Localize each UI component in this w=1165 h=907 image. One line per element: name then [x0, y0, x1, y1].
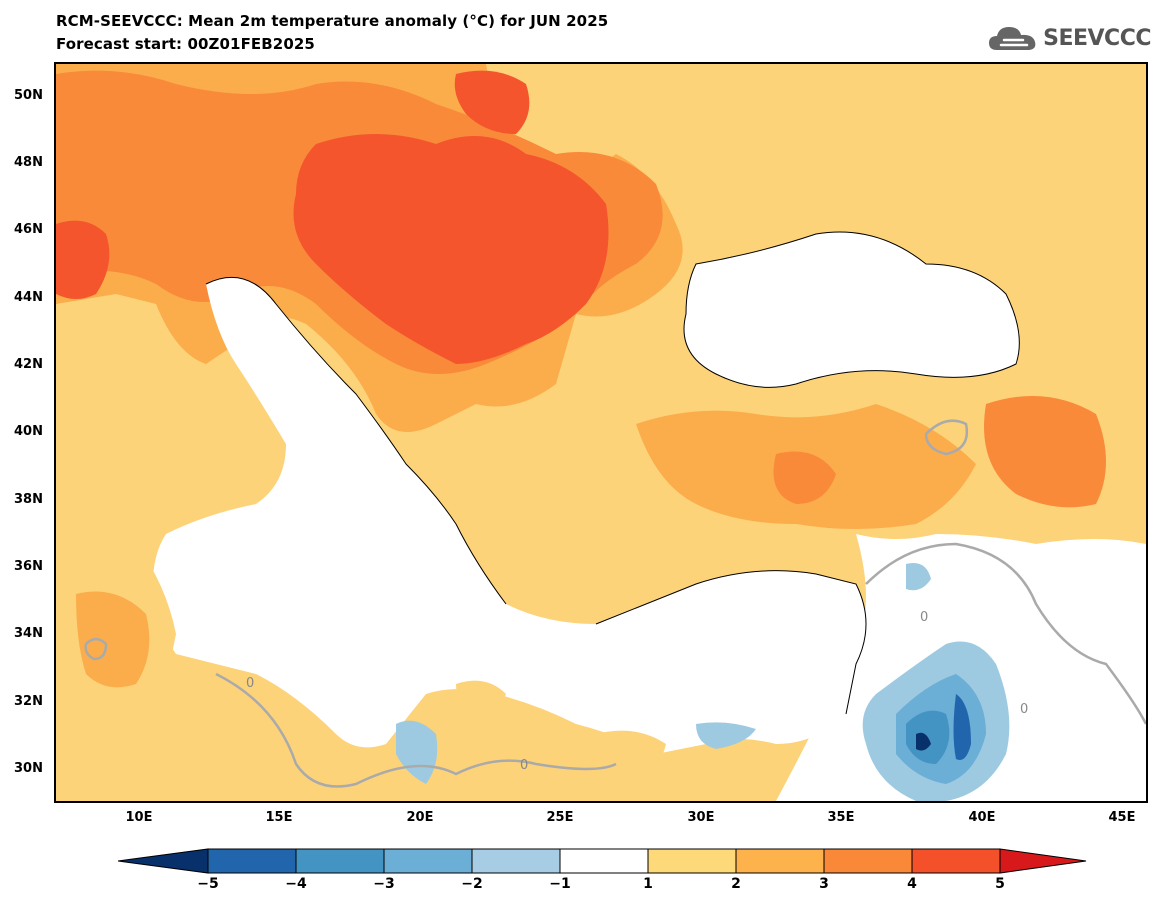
colorbar-label: −5 — [197, 876, 219, 892]
lat-label-50n: 50N — [14, 88, 43, 103]
lat-label-34n: 34N — [14, 626, 43, 641]
colorbar-bin — [823, 848, 913, 874]
lat-label-36n: 36N — [14, 559, 43, 574]
lat-label-40n: 40N — [14, 424, 43, 439]
colorbar-label: −1 — [549, 876, 571, 892]
colorbar-label: 2 — [731, 876, 741, 892]
seevccc-logo: SEEVCCC — [987, 22, 1151, 54]
colorbar — [118, 848, 1087, 874]
lon-label-20e: 20E — [406, 810, 434, 825]
lat-label-30n: 30N — [14, 761, 43, 776]
colorbar-label: 5 — [995, 876, 1005, 892]
forecast-start-subtitle: Forecast start: 00Z01FEB2025 — [56, 35, 315, 53]
colorbar-bin — [735, 848, 825, 874]
lon-label-45e: 45E — [1108, 810, 1136, 825]
lon-label-15e: 15E — [265, 810, 293, 825]
lon-label-35e: 35E — [827, 810, 855, 825]
cloud-icon — [989, 27, 1036, 50]
lon-label-10e: 10E — [125, 810, 153, 825]
lat-label-44n: 44N — [14, 290, 43, 305]
lon-label-40e: 40E — [968, 810, 996, 825]
colorbar-bin — [647, 848, 737, 874]
colorbar-label: 3 — [819, 876, 829, 892]
map-title: RCM-SEEVCCC: Mean 2m temperature anomaly… — [56, 12, 609, 30]
colorbar-bin — [383, 848, 473, 874]
lon-label-30e: 30E — [687, 810, 715, 825]
temperature-anomaly-map — [54, 62, 1148, 803]
colorbar-label: −2 — [461, 876, 483, 892]
lon-label-25e: 25E — [546, 810, 574, 825]
colorbar-label: −3 — [373, 876, 395, 892]
colorbar-bin — [559, 848, 649, 874]
map-canvas — [56, 64, 1146, 801]
lat-label-38n: 38N — [14, 492, 43, 507]
lat-label-48n: 48N — [14, 155, 43, 170]
lat-label-32n: 32N — [14, 694, 43, 709]
colorbar-label: 1 — [643, 876, 653, 892]
colorbar-bin — [471, 848, 561, 874]
lat-label-46n: 46N — [14, 222, 43, 237]
logo-text: SEEVCCC — [1043, 25, 1151, 51]
colorbar-label: 4 — [907, 876, 917, 892]
lat-label-42n: 42N — [14, 357, 43, 372]
colorbar-arrow-high — [999, 848, 1087, 874]
contour-label: 0 — [1020, 702, 1029, 717]
colorbar-bin — [295, 848, 385, 874]
contour-label: 0 — [920, 610, 929, 625]
colorbar-bin — [207, 848, 297, 874]
colorbar-arrow-low — [118, 848, 209, 874]
contour-label: 0 — [246, 676, 255, 691]
contour-label: 0 — [520, 758, 529, 773]
colorbar-bin — [911, 848, 1001, 874]
colorbar-label: −4 — [285, 876, 307, 892]
